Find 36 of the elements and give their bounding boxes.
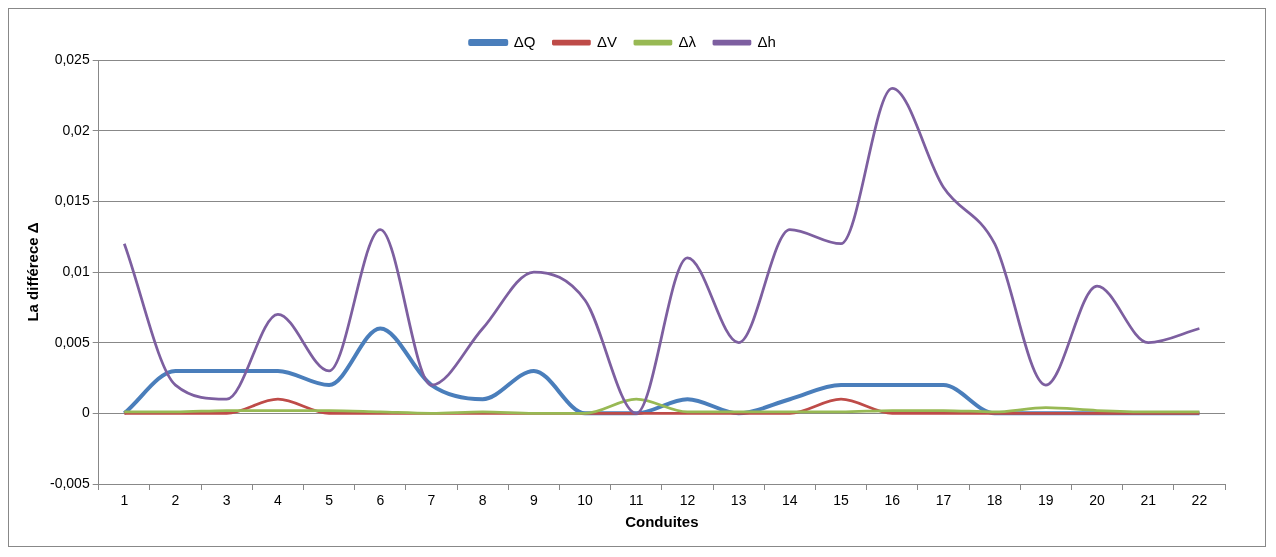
x-tick-label: 18 [986, 491, 1003, 508]
y-tick-label: -0,005 [49, 474, 90, 491]
x-tick-label: 4 [273, 491, 282, 508]
legend-label: ΔQ [513, 32, 536, 50]
x-tick-label: 16 [884, 491, 901, 508]
y-tick-label: 0,02 [62, 121, 90, 138]
x-axis-title: Conduites [625, 513, 699, 531]
x-tick-label: 1 [120, 491, 129, 508]
y-tick-label: 0,01 [62, 262, 90, 279]
y-tick-label: 0,025 [54, 50, 90, 67]
x-tick-label: 12 [679, 491, 696, 508]
y-axis-title: La différece Δ [24, 222, 42, 322]
legend-label: Δh [757, 32, 776, 50]
x-tick-label: 22 [1191, 491, 1208, 508]
legend-label: Δλ [678, 32, 697, 50]
x-tick-label: 5 [325, 491, 334, 508]
x-tick-label: 11 [628, 491, 644, 508]
x-tick-label: 9 [529, 491, 538, 508]
x-tick-label: 19 [1038, 491, 1054, 508]
x-tick-label: 10 [577, 491, 594, 508]
x-tick-label: 6 [376, 491, 385, 508]
x-tick-label: 20 [1089, 491, 1106, 508]
x-tick-label: 14 [782, 491, 798, 508]
x-tick-label: 17 [935, 491, 952, 508]
x-tick-label: 15 [833, 491, 850, 508]
x-tick-label: 21 [1140, 491, 1157, 508]
x-tick-label: 8 [478, 491, 487, 508]
legend-label: ΔV [596, 32, 617, 50]
x-tick-label: 13 [730, 491, 747, 508]
x-tick-label: 2 [171, 491, 180, 508]
y-tick-label: 0 [81, 404, 90, 421]
y-tick-label: 0,015 [54, 192, 90, 209]
x-tick-label: 7 [427, 491, 436, 508]
line-series [122, 86, 1201, 415]
x-tick-label: 3 [222, 491, 231, 508]
y-tick-label: 0,005 [54, 333, 90, 350]
